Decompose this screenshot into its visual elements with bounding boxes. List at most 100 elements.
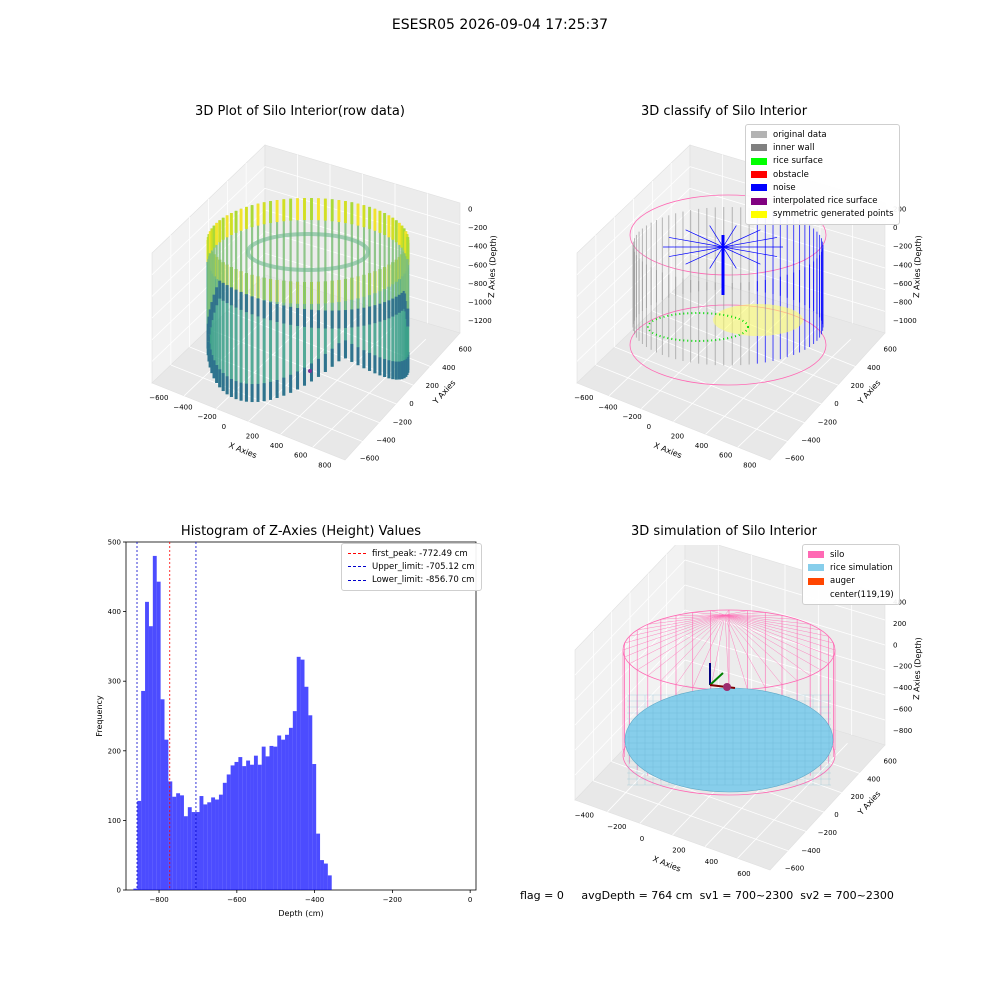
histogram-bar [203,804,208,890]
histogram-bar [285,734,289,890]
raw-3d-plot: −600 −400 −200 0 200 400 600 800 −600 −400 −200 0 20… [149,144,498,470]
histogram-bars [133,555,332,890]
histogram-legend-entry: Lower_limit: -856.70 cm [348,574,475,587]
simulation-3d-plot: −400 −200 0 200 400 600 −600 −400 −200 0 200 400 600… [574,545,923,878]
z-tick-label: −200 [893,243,912,251]
x-tick-label: −400 [575,812,594,820]
classify-legend-entry: original data [751,128,894,141]
histogram-bar [292,711,297,890]
histogram-bar [195,812,200,890]
x-tick-label: 200 [246,432,259,440]
y-tick-label: 200 [426,382,439,390]
y-tick-label: −400 [376,436,395,444]
classify-legend-swatch [751,210,767,218]
y-tick-label: −200 [818,829,837,837]
histogram-legend-label: first_peak: -772.49 cm [372,548,468,559]
silo-roof-line [724,614,766,688]
histogram-bar [281,739,286,890]
z-tick-label: 200 [893,620,906,628]
z-tick-label: −800 [893,298,912,306]
histogram-bar [265,756,270,890]
auger-y-arrow [709,672,724,686]
histogram-bar [300,659,305,890]
x-tick-label: −400 [173,404,192,412]
inner-surface [246,232,370,272]
simulation-legend: silo rice simulation auger center(119,19) [802,544,900,606]
z-tick-label: −1000 [468,298,492,306]
noise-ray [709,225,724,248]
histogram-bar [230,765,235,890]
grid-line [574,559,686,676]
noise-ray [722,246,737,269]
simulation-legend-label: silo [830,549,845,560]
rice-simulation-surface [624,687,834,793]
silo-roof-line [724,614,821,671]
x-tick-label: 0 [468,896,472,904]
classify-legend-label: symmetric generated points [773,209,894,220]
grid-line [264,166,461,226]
y-tick-label: −400 [801,847,820,855]
x-tick-label: −200 [383,896,402,904]
silo-roof-line [724,614,798,620]
z-tick-label: −1200 [468,317,492,325]
simulation-legend-label: center(119,19) [830,589,894,600]
histogram-bar [222,782,227,890]
y-tick-label: −400 [801,436,820,444]
silo-roof-line [629,614,726,664]
y-tick-label: 0 [834,400,838,408]
simulation-legend-entry: rice simulation [808,561,894,574]
auger-marker [723,683,731,691]
y-tick-label: 100 [108,817,121,825]
histogram-bar [269,745,274,890]
y-tick-label: 200 [108,747,121,755]
x-axis-label: X Axies [652,441,683,460]
noise-ray [709,246,724,269]
classify-plot-title: 3D classify of Silo Interior [640,104,808,119]
grid-line [684,559,886,621]
z-tick-label: 0 [893,641,897,649]
noise-ray [668,237,724,248]
histogram-bar [323,863,328,890]
noise-ray [685,246,724,265]
x-tick-label: 800 [743,461,756,469]
silo-roof-line [692,612,726,616]
noise-ray [722,246,778,257]
classify-3d-plot: −600 −400 −200 0 200 400 600 800 −600 −400 −200 0 20… [574,144,923,469]
histogram-bar [261,746,266,890]
histogram-bar [296,656,301,890]
status-footer: flag = 0 avgDepth = 764 cm sv1 = 700~230… [520,889,894,902]
classify-legend-label: interpolated rice surface [773,196,878,207]
histogram-bar [152,555,157,890]
classify-legend-entry: symmetric generated points [751,208,894,221]
histogram-legend-swatch [348,579,366,581]
classify-legend-swatch [751,184,767,192]
tick-labels: −600 −400 −200 0 200 400 600 800 −600 −400 −200 0 20… [149,206,491,470]
histogram-bar [250,764,254,890]
silo-roof-line [724,610,748,616]
x-tick-label: 0 [222,423,226,431]
outlier-point [308,369,312,373]
y-tick-label: 600 [884,346,897,354]
z-tick-label: −600 [893,706,912,714]
y-tick-label: 600 [884,758,897,766]
histogram-bar [148,626,153,890]
rice-mesh [627,694,831,786]
x-tick-label: 400 [705,858,718,866]
grid-line [151,166,266,275]
y-tick-label: 500 [108,539,121,547]
noise-ray [668,246,724,257]
histogram-bar [207,802,212,890]
x-tick-label: 200 [671,432,684,440]
noise-ray [722,237,778,248]
histogram-bar [160,699,165,890]
histogram-bar [234,761,239,890]
histogram-bar [199,796,204,890]
classify-legend-entry: noise [751,181,894,194]
x-tick-label: 200 [672,847,685,855]
simulation-scene [622,609,836,796]
y-tick-label: 0 [117,887,121,895]
z-tick-label: −800 [468,280,487,288]
silo-roof-line [629,614,726,637]
silo-roof-line [724,614,821,631]
figure-title: ESESR05 2026-09-04 17:25:37 [391,17,609,33]
